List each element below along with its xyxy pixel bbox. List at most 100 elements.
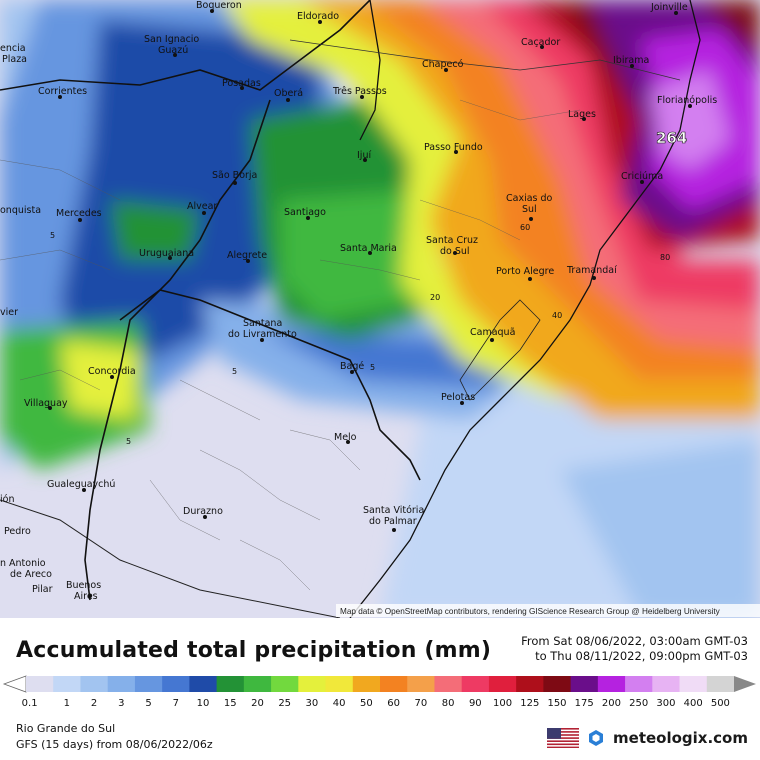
city-dot — [110, 375, 114, 379]
city-label: vier — [0, 307, 18, 318]
legend-swatch — [162, 676, 190, 692]
city-label: Uruguaiana — [139, 248, 194, 259]
lagoon-outline — [459, 299, 541, 401]
legend-tick-label: 80 — [442, 698, 455, 709]
legend-tick-label: 25 — [278, 698, 291, 709]
city-label: San Ignacio — [144, 34, 199, 45]
border-argentina-paraguay — [0, 0, 371, 91]
footer-panel: Accumulated total precipitation (mm) Fro… — [0, 618, 760, 760]
city-label: Posadas — [222, 78, 261, 89]
city-label: Camaquã — [470, 327, 515, 338]
city-label: Villaguay — [24, 398, 68, 409]
legend-tick-label: 70 — [414, 698, 427, 709]
city-dot — [318, 20, 322, 24]
precip-layer-pink — [420, 0, 760, 350]
precip-layer-west-3 — [60, 20, 320, 370]
model-run-label: GFS (15 days) from 08/06/2022/06z — [16, 738, 213, 751]
legend-swatch — [134, 676, 163, 692]
city-label: Passo Fundo — [424, 142, 483, 153]
city-label: Melo — [334, 432, 357, 443]
city-label: Sul — [522, 204, 537, 215]
legend-tick-label: 300 — [656, 698, 675, 709]
city-label: do Sul — [440, 246, 470, 257]
city-label: Criciúma — [621, 171, 663, 182]
contour-label: 40 — [552, 311, 562, 320]
city-dot — [346, 440, 350, 444]
city-dot — [529, 217, 533, 221]
city-dot — [630, 64, 634, 68]
city-dot — [540, 45, 544, 49]
city-dot — [82, 488, 86, 492]
legend-swatch — [407, 676, 435, 692]
period-to: to Thu 08/11/2022, 09:00pm GMT-03 — [535, 649, 748, 663]
city-dot — [203, 515, 207, 519]
legend-swatch — [679, 676, 708, 692]
city-dot — [640, 180, 644, 184]
legend-swatch — [380, 676, 408, 692]
city-dot — [363, 158, 367, 162]
city-dot — [202, 211, 206, 215]
contour-label: 5 — [370, 363, 375, 372]
city-dot — [350, 370, 354, 374]
city-label: do Livramento — [228, 329, 297, 340]
city-label: Oberá — [274, 88, 303, 99]
meteologix-logo-icon — [589, 730, 604, 746]
city-label: Ijuí — [357, 150, 371, 161]
legend-tick-label: 400 — [684, 698, 703, 709]
city-dot — [306, 216, 310, 220]
city-dot — [528, 277, 532, 281]
legend-swatch — [570, 676, 599, 692]
precip-layer-green-3 — [280, 190, 430, 320]
city-label: Santa Vitória — [363, 505, 424, 516]
precip-layer-yellow — [220, 0, 600, 400]
us-flag-icon[interactable] — [547, 728, 580, 748]
city-label: Lages — [568, 109, 596, 120]
city-label: onquista — [0, 205, 41, 216]
legend-arrow-right — [734, 676, 756, 692]
legend-swatch — [325, 676, 354, 692]
city-label: Caxias do — [506, 193, 553, 204]
city-label: Pelotas — [441, 392, 475, 403]
city-dot — [58, 95, 62, 99]
city-dot — [48, 406, 52, 410]
legend-swatch — [597, 676, 626, 692]
period: From Sat 08/06/2022, 03:00am GMT-03 to T… — [521, 634, 748, 664]
coastline — [349, 0, 701, 619]
city-dot — [674, 11, 678, 15]
city-dot — [360, 95, 364, 99]
map-canvas: 5 5 5 5 20 40 60 80 264 Boqueron Eldorad… — [0, 0, 760, 619]
admin-borders — [0, 99, 581, 591]
legend-tick-label: 150 — [547, 698, 566, 709]
contour-labels: 5 5 5 5 20 40 60 80 — [50, 223, 670, 446]
precip-layer-orange-2 — [360, 0, 760, 380]
city-dot — [368, 251, 372, 255]
city-dot — [392, 528, 396, 532]
border-argentina-brazil-uruguay — [84, 99, 271, 601]
city-dot — [240, 86, 244, 90]
contour-label: 5 — [126, 437, 131, 446]
legend-tick-label: 125 — [520, 698, 539, 709]
legend-swatch — [352, 676, 381, 692]
legend-tick-label: 175 — [575, 698, 594, 709]
city-label: Santa Maria — [340, 243, 397, 254]
city-label: Bagé — [340, 361, 364, 372]
legend-arrow-left — [2, 675, 27, 693]
legend-swatch — [243, 676, 272, 692]
legend-tick-label: 60 — [387, 698, 400, 709]
legend-tick-label: 1 — [64, 698, 70, 709]
state-border-sc-rs — [289, 39, 681, 81]
city-label: Durazno — [183, 506, 223, 517]
city-label: Plaza — [2, 54, 27, 65]
city-label: Santiago — [284, 207, 326, 218]
legend-swatch — [625, 676, 653, 692]
city-dot — [286, 98, 290, 102]
chart-title: Accumulated total precipitation (mm) — [16, 638, 492, 663]
legend-tick-label: 30 — [306, 698, 319, 709]
city-label: Concordia — [88, 366, 136, 377]
city-label: Joinville — [650, 2, 688, 13]
city-dot — [173, 53, 177, 57]
brand-logo[interactable]: meteologix.com — [547, 728, 748, 748]
city-dot — [78, 218, 82, 222]
legend-tick-label: 10 — [197, 698, 210, 709]
city-dot — [453, 251, 457, 255]
